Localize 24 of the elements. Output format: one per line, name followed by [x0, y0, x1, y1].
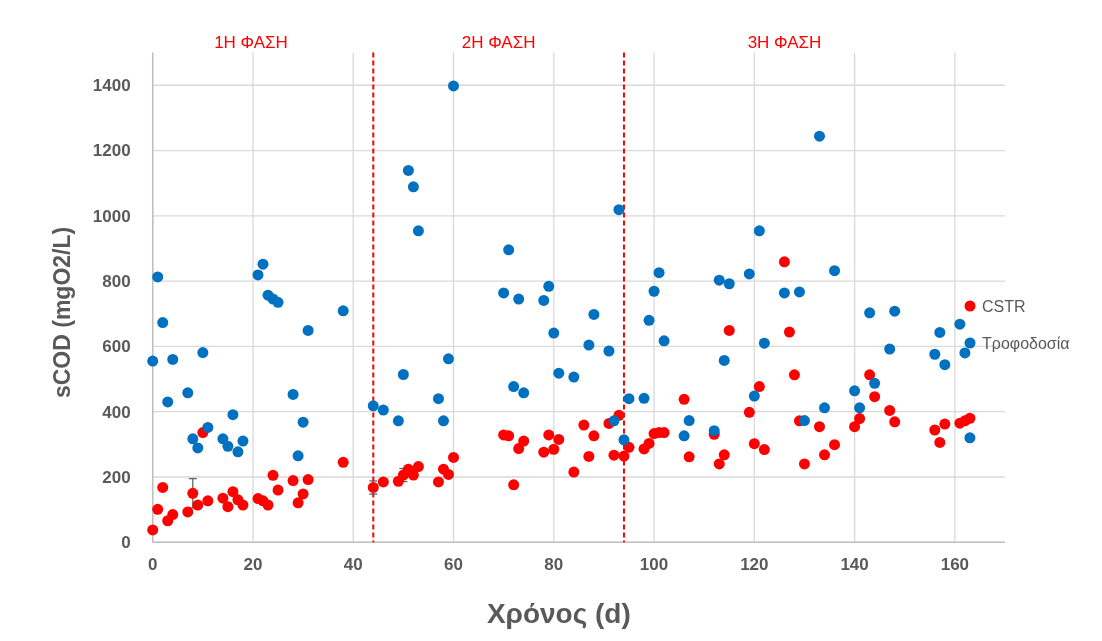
x-tick-label: 120 [740, 555, 769, 575]
x-axis-title: Χρόνος (d) [486, 598, 631, 629]
x-tick-label: 60 [444, 555, 463, 575]
y-tick-label: 200 [102, 467, 131, 487]
y-tick-label: 800 [102, 272, 131, 292]
text: 1Η ΦΑΣΗ [214, 33, 288, 52]
y-tick-label: 0 [121, 533, 131, 553]
y-tick-label: 1000 [92, 206, 131, 226]
text: 3Η ΦΑΣΗ [747, 33, 822, 52]
x-tick-label: 160 [940, 555, 970, 575]
x-tick-label: 100 [639, 555, 669, 575]
y-tick-label: 1200 [92, 141, 131, 161]
legend-label: Τροφοδοσία [982, 334, 1070, 352]
y-tick-label: 600 [102, 337, 131, 357]
x-tick-label: 0 [147, 555, 158, 575]
y-tick-label: 1400 [92, 76, 131, 96]
x-tick-label: 20 [243, 555, 263, 575]
x-tick-label: 80 [544, 555, 564, 575]
x-tick-label: 140 [840, 555, 869, 575]
y-axis-title: sCOD (mgO2/L) [49, 226, 75, 399]
x-tick-label: 40 [343, 555, 363, 575]
y-tick-label: 400 [102, 402, 131, 422]
legend-label: CSTR [982, 297, 1026, 315]
text: 2Η ΦΑΣΗ [461, 33, 536, 52]
